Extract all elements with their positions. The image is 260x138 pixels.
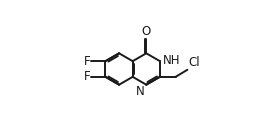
Text: F: F: [83, 55, 90, 68]
Text: NH: NH: [163, 54, 181, 67]
Text: N: N: [136, 85, 145, 98]
Text: Cl: Cl: [188, 56, 200, 69]
Text: O: O: [142, 25, 151, 38]
Text: F: F: [83, 70, 90, 83]
